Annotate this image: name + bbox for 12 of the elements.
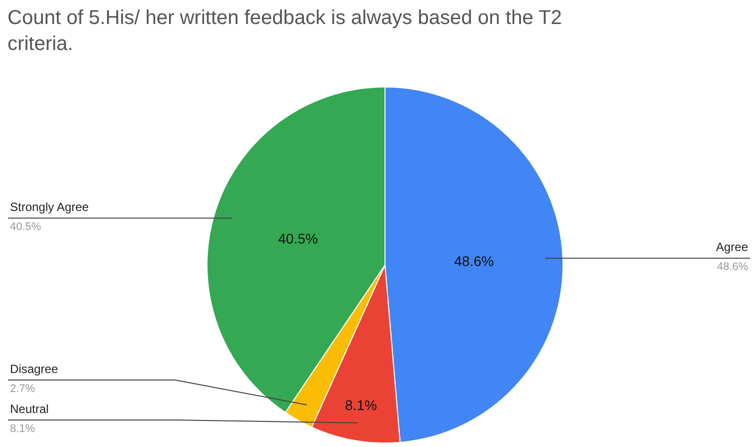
slice-label: Neutral	[10, 402, 49, 416]
text: 48.6%	[717, 261, 748, 273]
data-label: 48.6%	[454, 253, 494, 270]
data-label: 40.5%	[278, 230, 318, 246]
data-label: 2.7%	[10, 383, 36, 395]
slice-label: Disagree	[10, 362, 58, 376]
slice-label: Agree	[716, 240, 748, 254]
text: 8.1%	[10, 423, 36, 435]
slice-label: Strongly Agree	[10, 200, 90, 214]
chart-title: Count of 5.His/ her written feedback is always based on the T2 criteria.	[8, 7, 562, 56]
data-label: 8.1%	[345, 397, 377, 414]
text: 40.5%	[10, 221, 42, 233]
